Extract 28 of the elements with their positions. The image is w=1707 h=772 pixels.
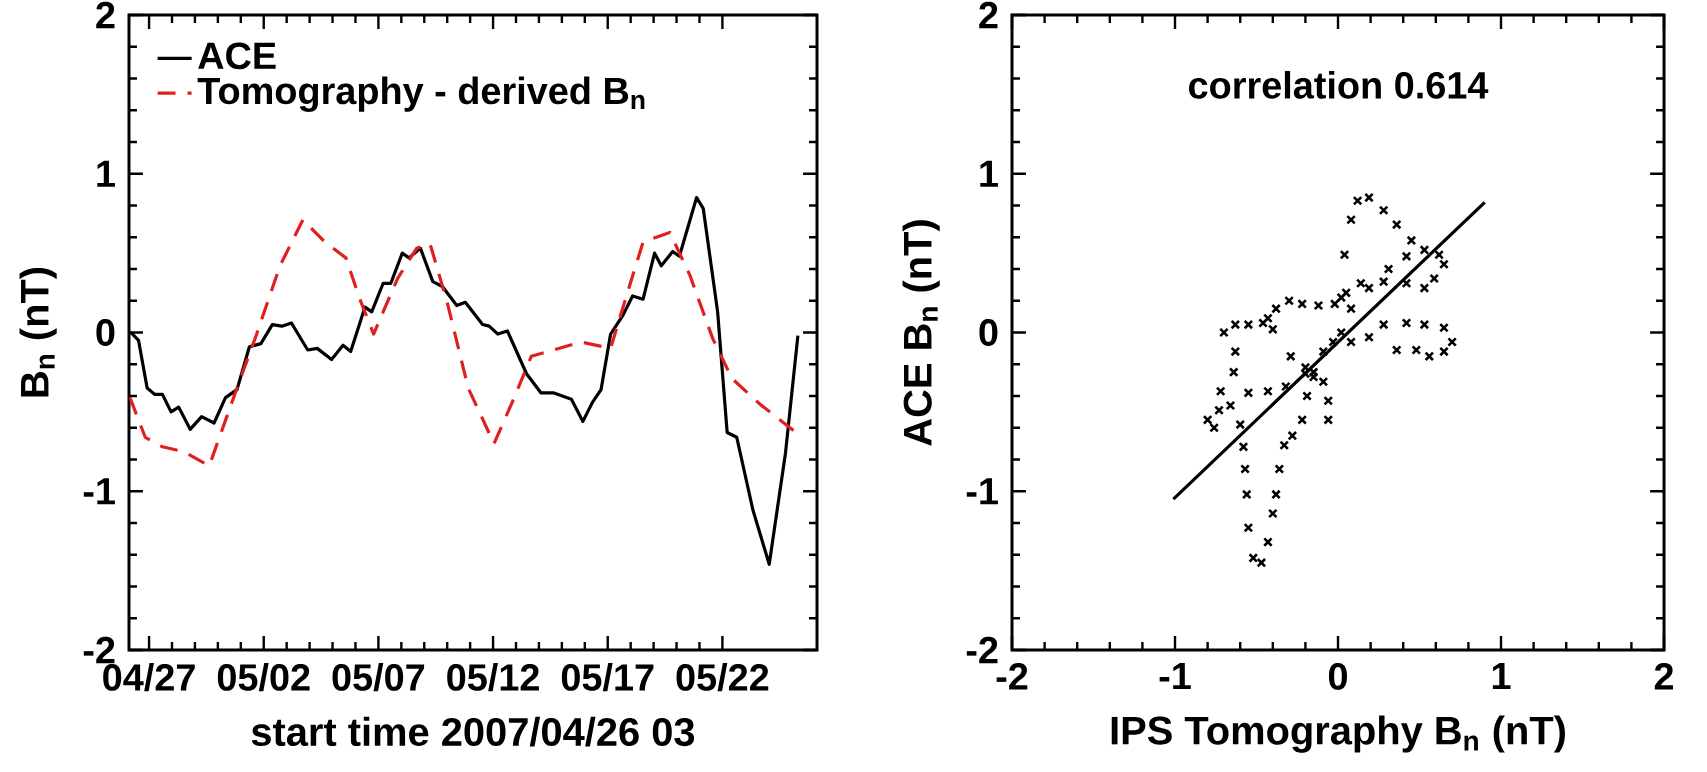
annotation: correlation 0.614 <box>1189 70 1489 99</box>
y-tick-label: 0 <box>979 319 998 346</box>
y-tick-label: 1 <box>980 160 998 187</box>
x-tick-label: -2 <box>996 663 1028 690</box>
x-tick-label: 04/27 <box>103 663 195 692</box>
y-tick-label: -2 <box>966 636 998 664</box>
y-axis-title: ACE B$_{n}$ (nT) <box>902 220 940 446</box>
x-tick-label: 05/02 <box>217 663 310 692</box>
x-tick-label: 05/07 <box>332 663 425 692</box>
y-tick-label: -1 <box>83 478 115 505</box>
x-axis-title: start time 2007/04/26 03 <box>251 716 695 747</box>
y-tick-label: 1 <box>97 160 115 187</box>
x-tick-label: 1 <box>1492 663 1511 690</box>
x-tick-label: 05/17 <box>561 663 654 692</box>
legend-label: Tomography - derived B$_{n}$ <box>197 76 645 112</box>
x-tick-label: 05/22 <box>676 663 769 692</box>
x-tick-label: -1 <box>1159 663 1191 690</box>
y-axis-title: B$_{n}$ (nT) <box>19 267 57 397</box>
y-tick-label: 0 <box>96 319 115 346</box>
y-tick-label: 2 <box>979 1 998 29</box>
y-tick-label: -2 <box>83 636 115 664</box>
x-axis-title: IPS Tomography B$_{n}$ (nT) <box>1111 715 1565 753</box>
legend-label: ACE <box>198 42 276 70</box>
x-tick-label: 2 <box>1654 663 1674 690</box>
y-tick-label: -1 <box>966 478 998 505</box>
x-tick-label: 05/12 <box>447 663 539 692</box>
y-tick-label: 2 <box>96 1 115 29</box>
x-tick-label: 0 <box>1328 663 1347 690</box>
